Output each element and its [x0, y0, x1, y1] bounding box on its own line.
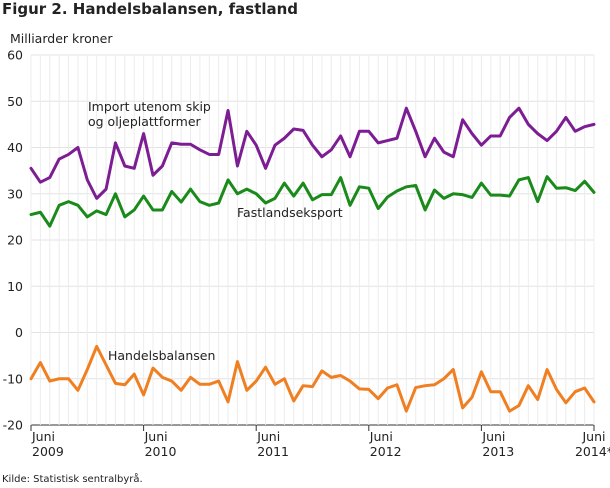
- x-tick-label-year: 2014*: [575, 444, 610, 459]
- figure-title: Figur 2. Handelsbalansen, fastland: [2, 0, 299, 18]
- series-line-1: [29, 106, 596, 200]
- x-tick-label-month: Juni: [369, 429, 393, 444]
- x-tick-label-month: Juni: [31, 429, 55, 444]
- series-label-1: Import utenom skip: [88, 99, 211, 114]
- y-tick-label: -20: [3, 418, 23, 433]
- series-label-1: og oljeplattformer: [88, 114, 202, 129]
- x-tick-label-year: 2013: [482, 444, 514, 459]
- series-label-3: Handelsbalansen: [108, 348, 215, 363]
- y-axis-label: Milliarder kroner: [10, 31, 113, 46]
- x-tick-label-month: Juni: [581, 429, 605, 444]
- x-tick-label-month: Juni: [144, 429, 168, 444]
- y-tick-label: 50: [7, 94, 23, 109]
- x-tick-label-year: 2010: [145, 444, 177, 459]
- source-note: Kilde: Statistisk sentralbyrå.: [2, 474, 143, 485]
- y-tick-label: 60: [7, 48, 23, 63]
- series-line-2: [29, 175, 596, 228]
- x-tick-label-year: 2009: [32, 444, 64, 459]
- x-tick-label-month: Juni: [481, 429, 505, 444]
- series-label-2: Fastlandseksport: [237, 205, 343, 220]
- y-tick-label: 30: [7, 186, 23, 201]
- series-line-3: [29, 344, 596, 413]
- y-tick-label: 40: [7, 140, 23, 155]
- y-tick-label: 20: [7, 233, 23, 248]
- x-tick-label-year: 2011: [257, 444, 289, 459]
- x-tick-label-year: 2012: [370, 444, 402, 459]
- x-tick-label-month: Juni: [256, 429, 280, 444]
- y-tick-label: -10: [3, 371, 23, 386]
- y-tick-label: 0: [15, 325, 23, 340]
- y-tick-label: 10: [7, 279, 23, 294]
